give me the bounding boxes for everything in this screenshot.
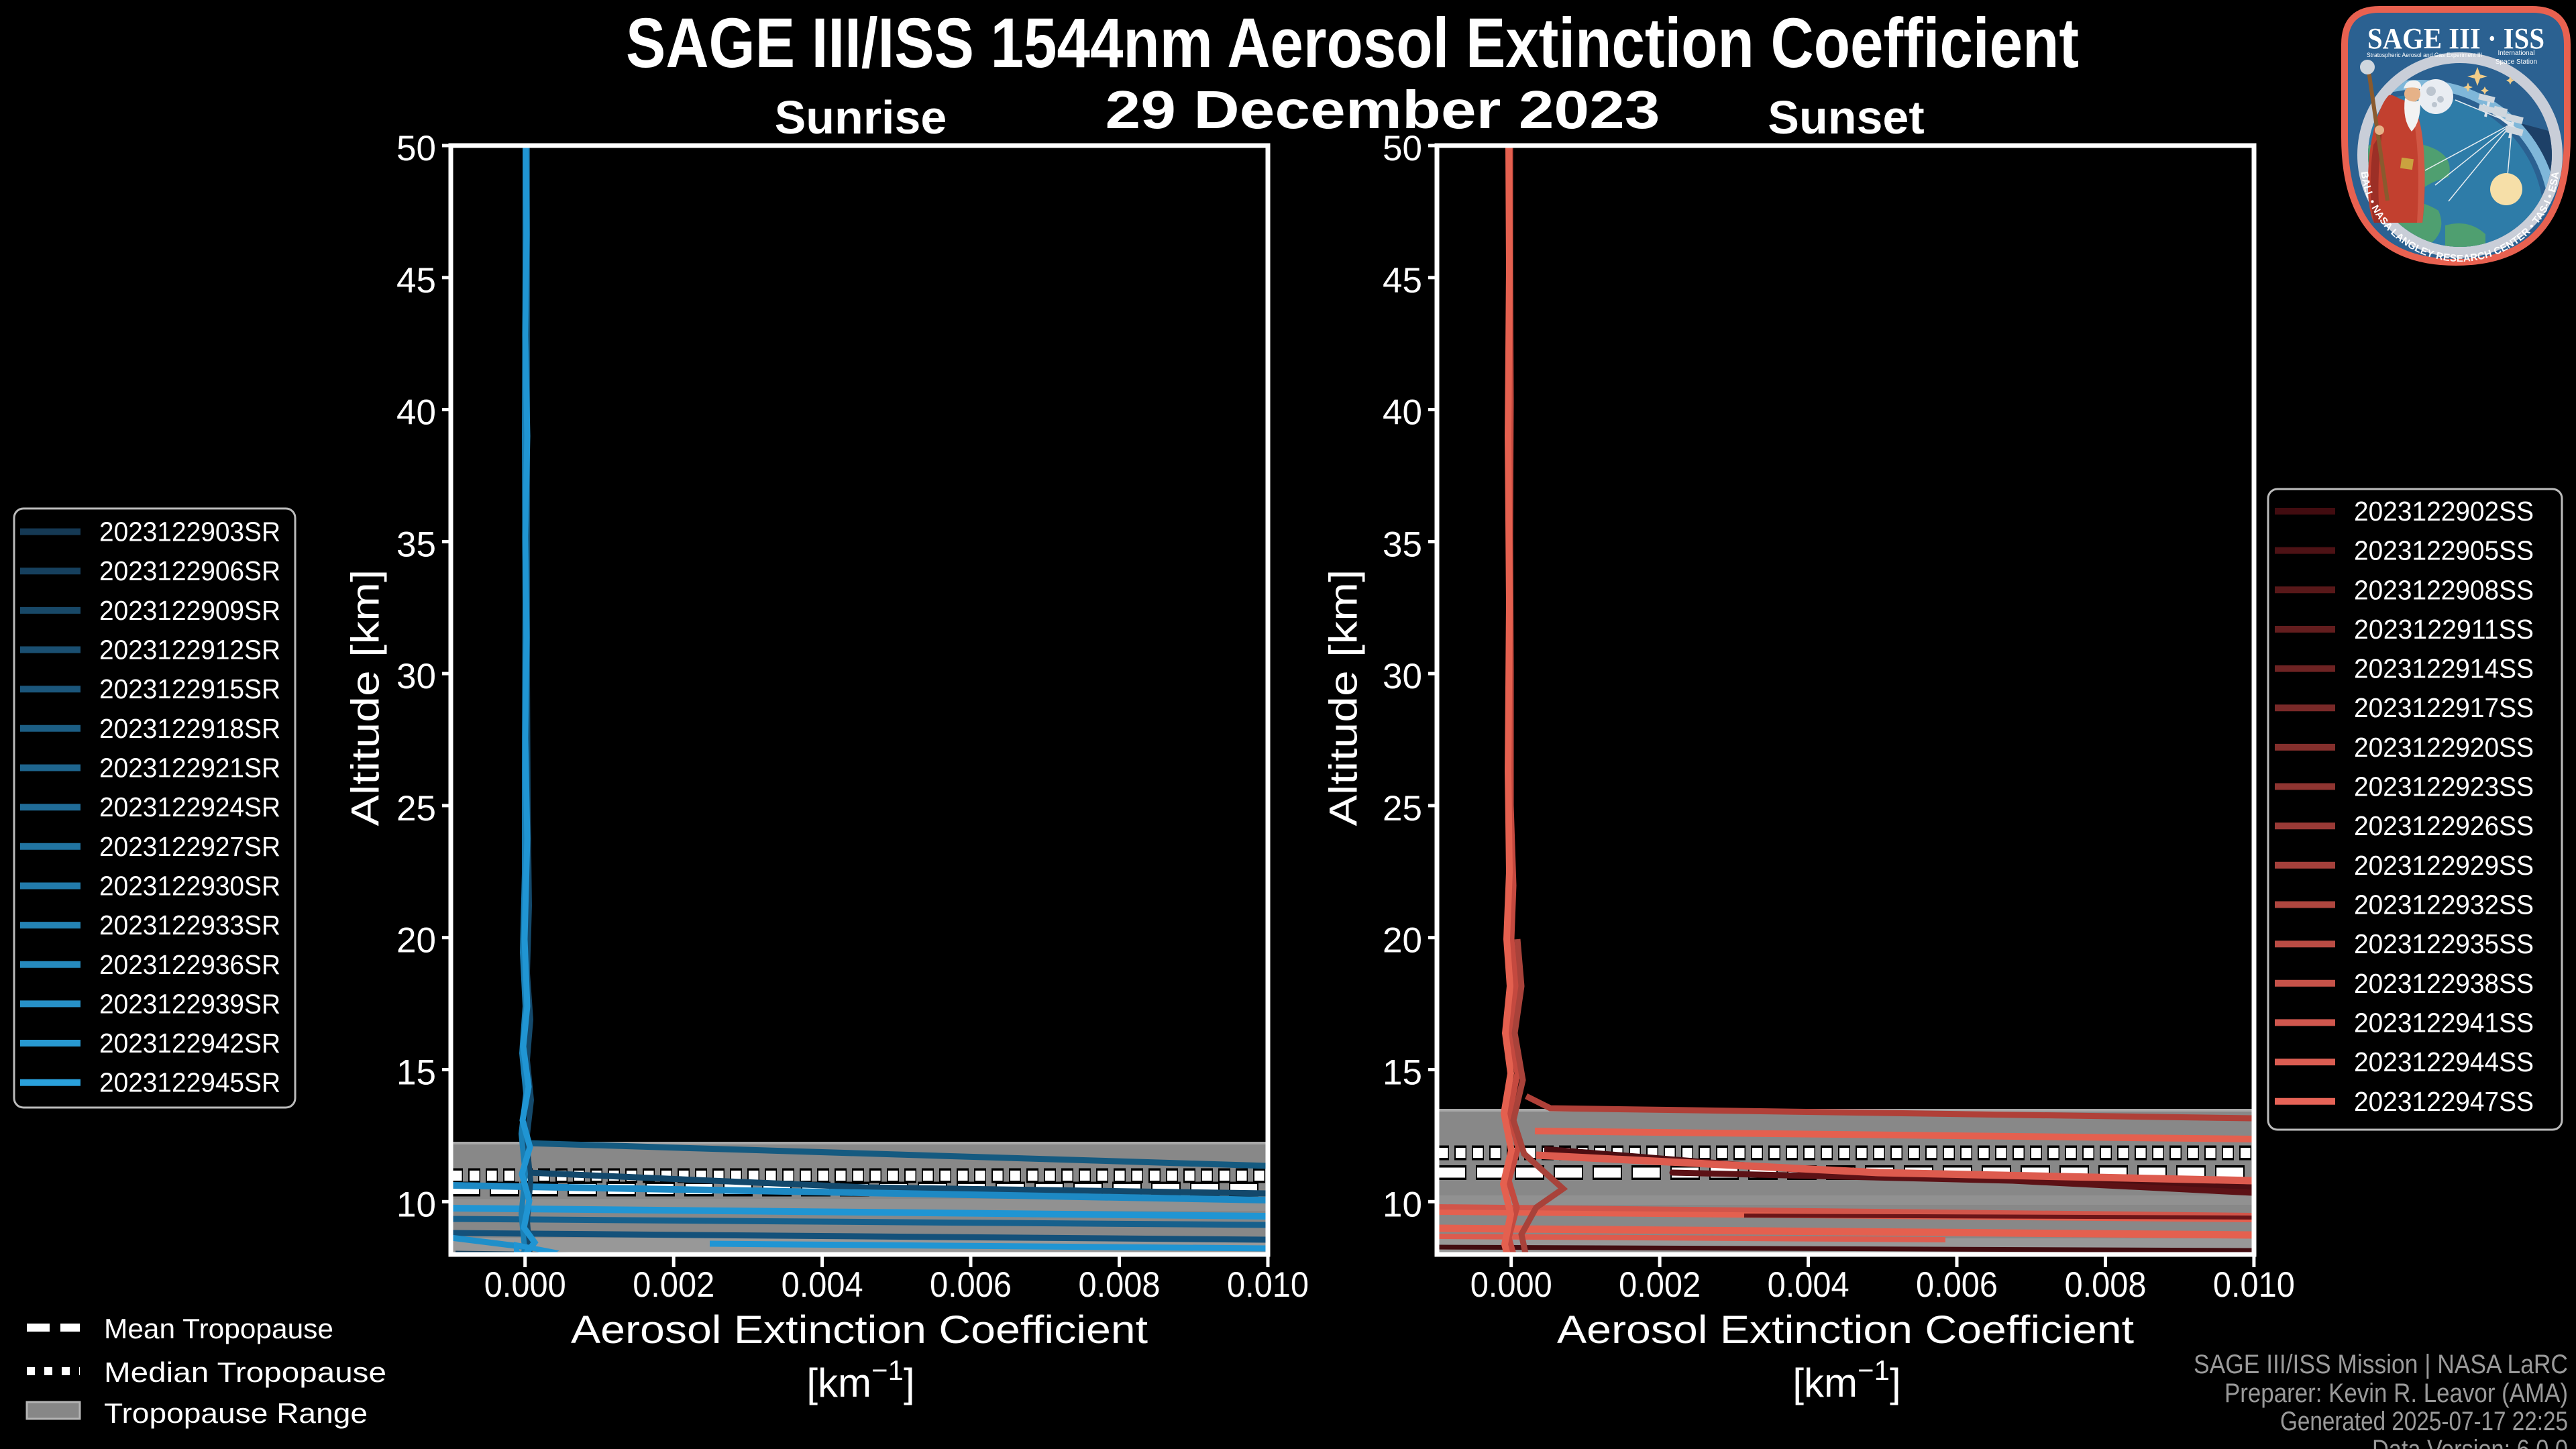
svg-text:2023122933SR: 2023122933SR (99, 910, 280, 941)
svg-text:2023122924SR: 2023122924SR (99, 792, 280, 822)
svg-text:Generated 2025-07-17 22:25: Generated 2025-07-17 22:25 (2280, 1407, 2568, 1436)
svg-text:2023122915SR: 2023122915SR (99, 674, 280, 704)
svg-text:2023122929SS: 2023122929SS (2354, 850, 2534, 881)
svg-text:Altitude [km]: Altitude [km] (344, 570, 388, 826)
svg-text:35: 35 (1383, 525, 1422, 564)
svg-text:0.004: 0.004 (1768, 1265, 1849, 1305)
svg-text:2023122938SS: 2023122938SS (2354, 968, 2534, 999)
svg-text:2023122941SS: 2023122941SS (2354, 1007, 2534, 1038)
svg-text:2023122935SS: 2023122935SS (2354, 928, 2534, 959)
svg-text:Altitude [km]: Altitude [km] (1322, 570, 1366, 826)
svg-text:2023122920SS: 2023122920SS (2354, 732, 2534, 763)
svg-text:25: 25 (1383, 789, 1422, 828)
svg-text:2023122908SS: 2023122908SS (2354, 574, 2534, 605)
svg-text:10: 10 (396, 1185, 436, 1224)
svg-text:50: 50 (1383, 129, 1422, 168)
svg-text:2023122947SS: 2023122947SS (2354, 1086, 2534, 1117)
svg-text:20: 20 (396, 921, 436, 961)
svg-text:SAGE III/ISS Mission | NASA La: SAGE III/ISS Mission | NASA LaRC (2194, 1350, 2568, 1379)
svg-text:2023122914SS: 2023122914SS (2354, 653, 2534, 684)
svg-text:2023122926SS: 2023122926SS (2354, 810, 2534, 841)
svg-text:2023122918SR: 2023122918SR (99, 713, 280, 744)
svg-text:50: 50 (396, 129, 436, 168)
svg-text:0.002: 0.002 (1619, 1265, 1701, 1305)
svg-text:SAGE III/ISS 1544nm Aerosol Ex: SAGE III/ISS 1544nm Aerosol Extinction C… (626, 4, 2079, 83)
svg-text:2023122905SS: 2023122905SS (2354, 535, 2534, 566)
svg-text:15: 15 (396, 1053, 436, 1093)
svg-text:International: International (2498, 50, 2534, 57)
svg-text:2023122906SR: 2023122906SR (99, 555, 280, 586)
svg-text:2023122921SR: 2023122921SR (99, 753, 280, 784)
svg-text:2023122923SS: 2023122923SS (2354, 771, 2534, 802)
svg-text:Data Version: 6.0.0: Data Version: 6.0.0 (2372, 1435, 2568, 1449)
svg-text:40: 40 (1383, 393, 1422, 433)
svg-text:2023122911SS: 2023122911SS (2354, 614, 2534, 645)
svg-text:Preparer: Kevin R. Leavor (AMA: Preparer: Kevin R. Leavor (AMA) (2224, 1379, 2568, 1408)
svg-text:2023122944SS: 2023122944SS (2354, 1046, 2534, 1077)
svg-text:30: 30 (396, 657, 436, 696)
svg-text:Sunrise: Sunrise (775, 91, 947, 144)
svg-text:0.006: 0.006 (930, 1265, 1012, 1305)
svg-text:2023122912SR: 2023122912SR (99, 635, 280, 665)
svg-text:2023122939SR: 2023122939SR (99, 988, 280, 1019)
svg-text:0.006: 0.006 (1916, 1265, 1998, 1305)
svg-text:Stratospheric Aerosol and Gas: Stratospheric Aerosol and Gas Experiment… (2367, 52, 2482, 59)
svg-text:2023122909SR: 2023122909SR (99, 595, 280, 626)
svg-text:2023122917SS: 2023122917SS (2354, 692, 2534, 723)
svg-text:45: 45 (1383, 261, 1422, 301)
svg-text:0.008: 0.008 (2065, 1265, 2147, 1305)
svg-text:2023122932SS: 2023122932SS (2354, 890, 2534, 920)
svg-text:2023122930SR: 2023122930SR (99, 871, 280, 902)
svg-text:2023122903SR: 2023122903SR (99, 517, 280, 547)
svg-text:10: 10 (1383, 1185, 1422, 1224)
svg-text:2023122927SR: 2023122927SR (99, 831, 280, 862)
svg-text:SAGE III · ISS: SAGE III · ISS (2367, 22, 2544, 55)
svg-text:0.000: 0.000 (484, 1265, 566, 1305)
svg-text:0.002: 0.002 (633, 1265, 714, 1305)
svg-text:Aerosol Extinction Coefficient: Aerosol Extinction Coefficient (571, 1308, 1148, 1352)
svg-text:30: 30 (1383, 657, 1422, 696)
svg-text:25: 25 (396, 789, 436, 828)
svg-text:0.010: 0.010 (1227, 1265, 1309, 1305)
svg-text:Sunset: Sunset (1768, 91, 1924, 144)
svg-text:40: 40 (396, 393, 436, 433)
svg-text:Median Tropopause: Median Tropopause (104, 1356, 386, 1388)
svg-text:Aerosol Extinction Coefficient: Aerosol Extinction Coefficient (1557, 1308, 2134, 1352)
svg-text:0.008: 0.008 (1079, 1265, 1161, 1305)
svg-text:2023122945SR: 2023122945SR (99, 1067, 280, 1098)
svg-text:45: 45 (396, 261, 436, 301)
svg-text:Space Station: Space Station (2496, 58, 2537, 66)
svg-text:2023122902SS: 2023122902SS (2354, 496, 2534, 527)
svg-text:Mean Tropopause: Mean Tropopause (104, 1313, 333, 1344)
svg-text:2023122936SR: 2023122936SR (99, 949, 280, 980)
svg-text:0.004: 0.004 (782, 1265, 863, 1305)
svg-text:15: 15 (1383, 1053, 1422, 1093)
svg-text:0.010: 0.010 (2213, 1265, 2295, 1305)
svg-text:20: 20 (1383, 921, 1422, 961)
svg-text:Tropopause Range: Tropopause Range (104, 1397, 368, 1429)
svg-text:35: 35 (396, 525, 436, 564)
svg-text:29 December 2023: 29 December 2023 (1106, 80, 1660, 140)
svg-text:2023122942SR: 2023122942SR (99, 1028, 280, 1059)
svg-text:0.000: 0.000 (1470, 1265, 1552, 1305)
